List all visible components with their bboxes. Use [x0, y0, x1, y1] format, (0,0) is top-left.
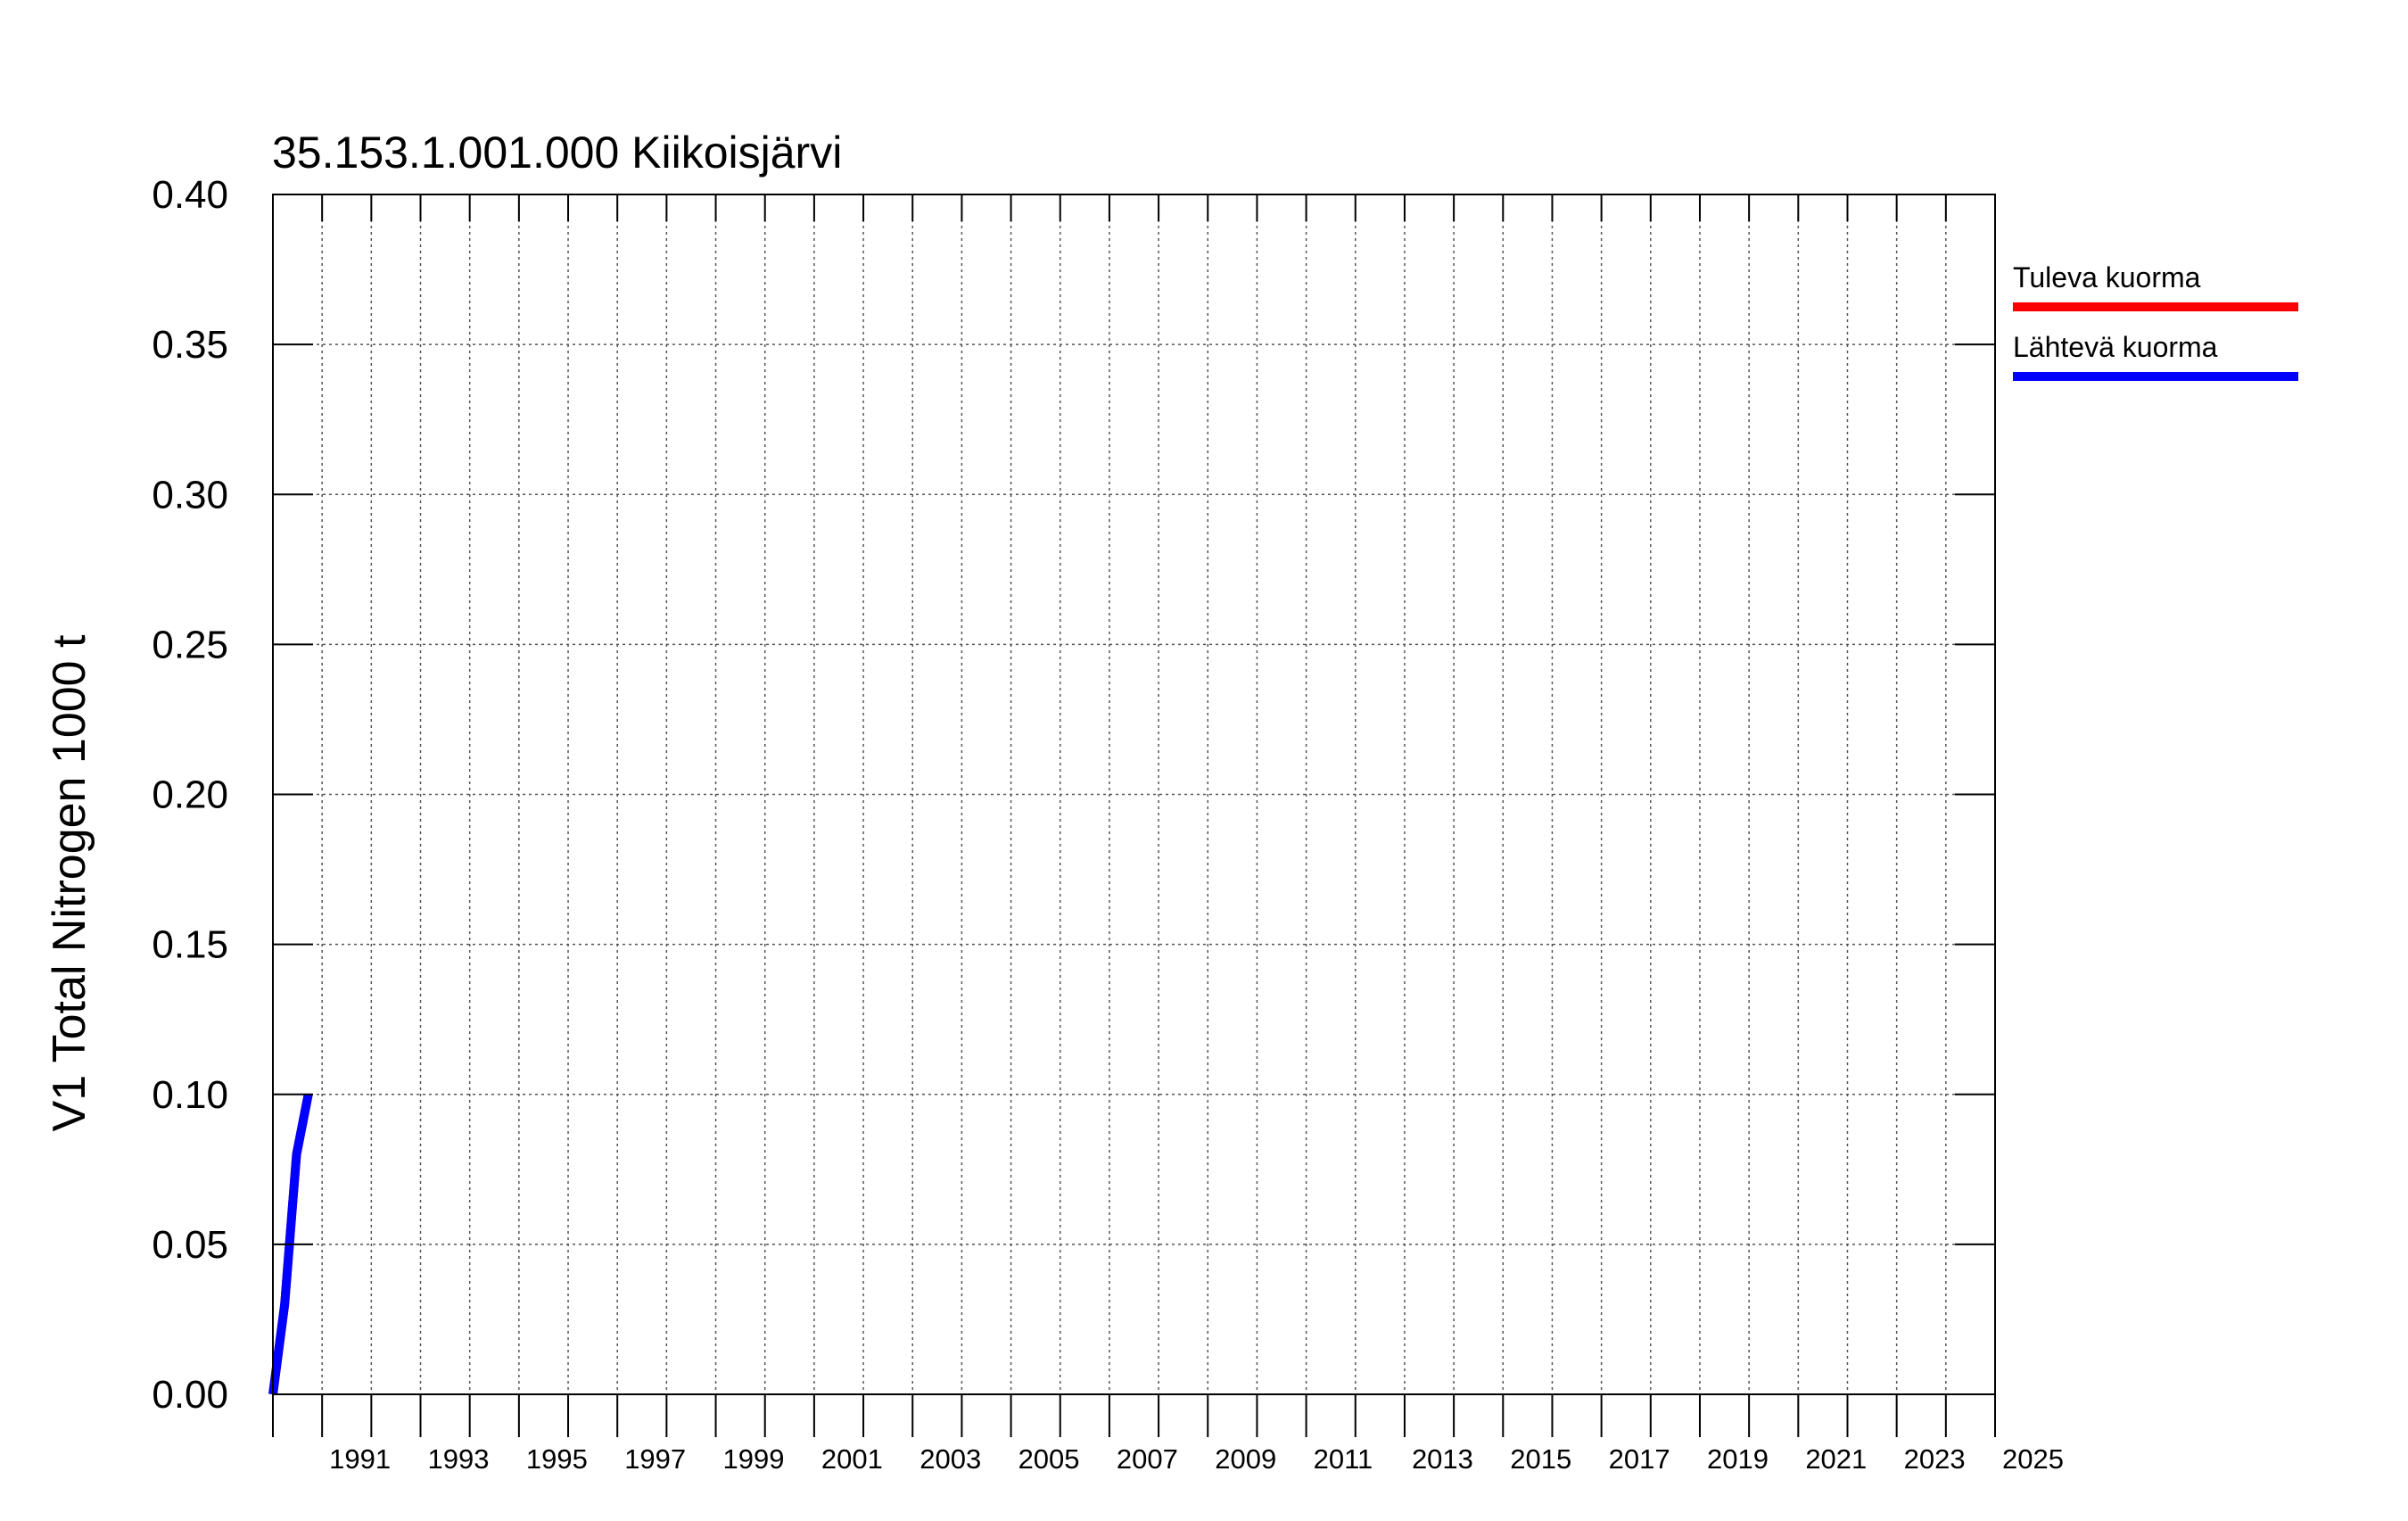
- y-tick-label: 0.35: [152, 323, 228, 367]
- x-tick-label: 1993: [428, 1443, 490, 1475]
- legend: Tuleva kuorma Lähtevä kuorma: [2013, 261, 2298, 381]
- y-tick-label: 0.20: [152, 773, 228, 817]
- y-tick-label: 0.10: [152, 1073, 228, 1117]
- x-tick-label: 2021: [1805, 1443, 1867, 1475]
- y-tick-label: 0.40: [152, 173, 228, 217]
- x-tick-label: 2015: [1510, 1443, 1571, 1475]
- x-tick-label: 1995: [526, 1443, 588, 1475]
- x-tick-label: 2025: [2002, 1443, 2064, 1475]
- y-tick-label: 0.30: [152, 473, 228, 517]
- x-tick-label: 1999: [723, 1443, 785, 1475]
- y-axis-label: V1 Total Nitrogen 1000 t: [44, 634, 95, 1132]
- axes: 0.00 0.05 0.10 0.15 0.20 0.25 0.30 0.35 0.40 1991…: [152, 173, 2064, 1475]
- series-line: [268, 1093, 313, 1395]
- x-tick-label: 2009: [1215, 1443, 1276, 1475]
- x-tick-label: 2003: [919, 1443, 981, 1475]
- x-tick-label: 2007: [1117, 1443, 1178, 1475]
- y-tick-label: 0.15: [152, 923, 228, 967]
- chart-title: 35.153.1.001.000 Kiikoisjärvi: [272, 128, 842, 178]
- series-lahteva-kuorma: [268, 1093, 313, 1395]
- x-tick-label: 1991: [329, 1443, 391, 1475]
- x-tick-label: 2011: [1314, 1443, 1373, 1475]
- x-tick-label: 2017: [1609, 1443, 1670, 1475]
- y-tick-label: 0.00: [152, 1373, 228, 1417]
- y-tick-label: 0.05: [152, 1223, 228, 1267]
- legend-label: Tuleva kuorma: [2013, 261, 2201, 293]
- x-tick-label: 2005: [1018, 1443, 1080, 1475]
- y-tick-label: 0.25: [152, 623, 228, 666]
- x-tick-label: 2001: [821, 1443, 883, 1475]
- x-tick-label: 2023: [1904, 1443, 1966, 1475]
- legend-label: Lähtevä kuorma: [2013, 331, 2218, 363]
- plot-frame: [272, 194, 1996, 1395]
- grid: [273, 194, 1995, 1395]
- x-tick-label: 2019: [1707, 1443, 1769, 1475]
- x-tick-label: 1997: [624, 1443, 686, 1475]
- plot-series: [268, 1093, 313, 1395]
- x-tick-label: 2013: [1412, 1443, 1473, 1475]
